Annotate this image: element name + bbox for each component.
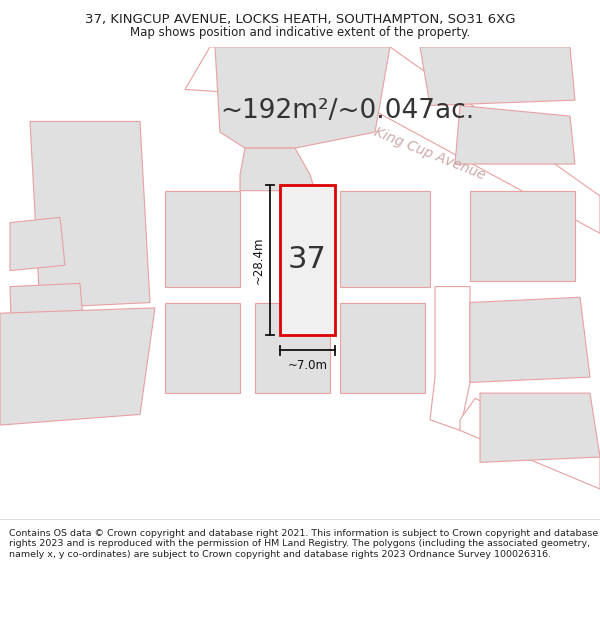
Polygon shape (165, 302, 240, 393)
Polygon shape (455, 106, 575, 164)
Polygon shape (215, 47, 390, 148)
Text: Map shows position and indicative extent of the property.: Map shows position and indicative extent… (130, 26, 470, 39)
Polygon shape (10, 283, 85, 351)
Polygon shape (240, 148, 315, 191)
Polygon shape (340, 191, 430, 287)
Text: ~192m²/~0.047ac.: ~192m²/~0.047ac. (220, 98, 474, 124)
Text: ~28.4m: ~28.4m (252, 236, 265, 284)
Polygon shape (0, 308, 155, 425)
Polygon shape (255, 302, 330, 393)
Text: 37: 37 (288, 246, 327, 274)
Text: King Cup Avenue: King Cup Avenue (373, 124, 488, 182)
Polygon shape (480, 393, 600, 462)
Polygon shape (470, 298, 590, 382)
Polygon shape (185, 47, 600, 233)
Polygon shape (10, 217, 65, 271)
Polygon shape (280, 186, 335, 334)
Polygon shape (430, 287, 470, 431)
Text: 37, KINGCUP AVENUE, LOCKS HEATH, SOUTHAMPTON, SO31 6XG: 37, KINGCUP AVENUE, LOCKS HEATH, SOUTHAM… (85, 12, 515, 26)
Polygon shape (340, 302, 425, 393)
Polygon shape (470, 191, 575, 281)
Text: ~7.0m: ~7.0m (287, 359, 328, 372)
Polygon shape (165, 191, 240, 287)
Polygon shape (30, 121, 150, 308)
Text: Contains OS data © Crown copyright and database right 2021. This information is : Contains OS data © Crown copyright and d… (9, 529, 598, 559)
Polygon shape (460, 399, 600, 489)
Polygon shape (420, 47, 575, 106)
